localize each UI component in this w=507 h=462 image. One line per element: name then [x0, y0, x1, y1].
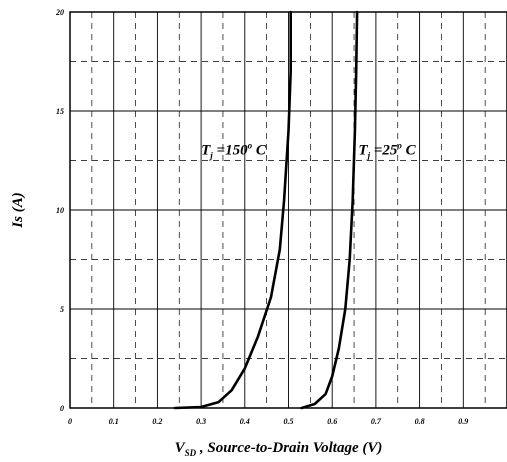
x-tick-label: 0.5 [284, 417, 294, 426]
series-label-eq: =25 [370, 143, 398, 159]
plot-frame [69, 11, 507, 409]
series-label-tj-25: Tj =25o C [358, 141, 416, 161]
series-label-eq: =150 [213, 143, 248, 159]
x-axis-title-rest: , Source-to-Drain Voltage (V) [196, 440, 382, 456]
x-tick-label: 0.8 [415, 417, 425, 426]
series-label-unit: C [252, 143, 267, 159]
x-axis-title-sub: SD [185, 448, 197, 458]
series-label-main: T [358, 143, 368, 159]
y-tick-label: 5 [60, 305, 64, 314]
series-label-sup: o [397, 141, 402, 151]
series-label-sup: o [248, 141, 253, 151]
series-layer [173, 10, 359, 410]
y-tick-label: 0 [60, 404, 64, 413]
y-tick-labels: 0 5 10 15 20 [55, 8, 64, 413]
series-line-tj-25 [300, 10, 359, 410]
x-tick-label: 0 [68, 417, 72, 426]
series-label-group: Tj =150o C Tj =25o C [201, 141, 417, 161]
y-tick-label: 20 [55, 8, 64, 17]
x-tick-label: 0.1 [109, 417, 119, 426]
series-label-sub: j [366, 151, 371, 161]
x-axis-title: VSD , Source-to-Drain Voltage (V) [175, 440, 383, 458]
series-label-main: T [201, 143, 211, 159]
x-tick-label: 0.7 [371, 417, 382, 426]
x-tick-label: 0.9 [458, 417, 468, 426]
x-tick-label: 0.6 [327, 417, 337, 426]
y-tick-label: 10 [56, 206, 64, 215]
series-label-tj-150: Tj =150o C [201, 141, 267, 161]
series-line-tj-150 [173, 10, 293, 410]
y-tick-label: 15 [56, 107, 64, 116]
x-tick-label: 0.4 [240, 417, 250, 426]
x-tick-labels: 0 0.1 0.2 0.3 0.4 0.5 0.6 0.7 0.8 0.9 [68, 417, 468, 426]
y-axis-title: Is (A) [10, 192, 26, 228]
series-label-sub: j [208, 151, 213, 161]
x-axis-title-main: V [175, 440, 187, 456]
x-tick-label: 0.3 [196, 417, 206, 426]
chart-grid [70, 12, 507, 408]
series-label-unit: C [402, 143, 417, 159]
x-tick-label: 0.2 [152, 417, 162, 426]
